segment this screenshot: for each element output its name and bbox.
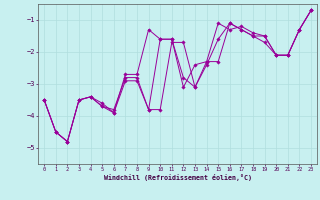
X-axis label: Windchill (Refroidissement éolien,°C): Windchill (Refroidissement éolien,°C): [104, 174, 252, 181]
